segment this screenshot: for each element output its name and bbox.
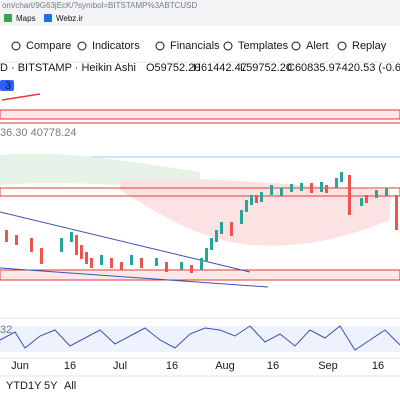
bookmark[interactable]: Maps (16, 14, 36, 23)
time-axis: Jun 16 Jul 16 Aug 16 Sep 16 (11, 360, 384, 372)
badge[interactable] (0, 80, 14, 91)
badge-text: 3 (5, 80, 11, 92)
toolbar-button[interactable]: Financials (170, 40, 220, 52)
range-button[interactable]: YTD (6, 380, 28, 392)
browser-bar (0, 0, 400, 26)
time-label: Aug (215, 360, 235, 372)
bookmark[interactable]: Webz.ir (56, 14, 83, 23)
toolbar: Compare Indicators Financials Templates Aler… (11, 40, 387, 52)
toolbar-button[interactable]: Compare (26, 40, 71, 52)
time-label: 16 (267, 360, 279, 372)
range-button[interactable]: All (64, 380, 76, 392)
time-label: 16 (372, 360, 384, 372)
time-label: Sep (318, 360, 338, 372)
toolbar-icon (223, 41, 233, 51)
time-label: Jul (113, 360, 127, 372)
ohlc-open: O59752.20 (146, 62, 200, 74)
trendline (0, 211, 251, 273)
toolbar-icon (155, 41, 165, 51)
maps-icon (4, 14, 12, 22)
toolbar-button[interactable]: Replay (352, 40, 387, 52)
zone (0, 269, 400, 281)
range-button[interactable]: 1Y (28, 380, 42, 392)
toolbar-button[interactable]: Indicators (92, 40, 140, 52)
cloud (120, 178, 390, 246)
toolbar-button[interactable]: Alert (306, 40, 329, 52)
url: om/chart/9G63jEcK/?symbol=BITSTAMP%3ABTC… (2, 1, 197, 10)
oscillator-label: 32 (0, 324, 12, 336)
trendline (0, 267, 269, 288)
toolbar-icon (337, 41, 347, 51)
drawing (1, 93, 41, 101)
range-button[interactable]: 5Y (44, 380, 58, 392)
time-label: 16 (64, 360, 76, 372)
webz-icon (44, 14, 52, 22)
toolbar-icon (291, 41, 301, 51)
time-label: 16 (166, 360, 178, 372)
time-label: Jun (11, 360, 29, 372)
toolbar-icon (77, 41, 87, 51)
indicator-label: 36.30 40778.24 (0, 127, 76, 139)
symbol: D · BITSTAMP · Heikin Ashi (0, 62, 136, 74)
oscillator-line (0, 325, 400, 351)
ohlc-change: -420.53 (-0.69%) (338, 62, 400, 74)
zone (0, 187, 400, 197)
toolbar-icon (11, 41, 21, 51)
zone (0, 109, 400, 120)
ohlc-low: L59752.20 (240, 62, 292, 74)
range-bar: YTD 1Y 5Y All (6, 380, 76, 392)
toolbar-button[interactable]: Templates (238, 40, 289, 52)
ohlc-high: H61442.47 (193, 62, 247, 74)
ohlc-close: C60835.97 (287, 62, 341, 74)
